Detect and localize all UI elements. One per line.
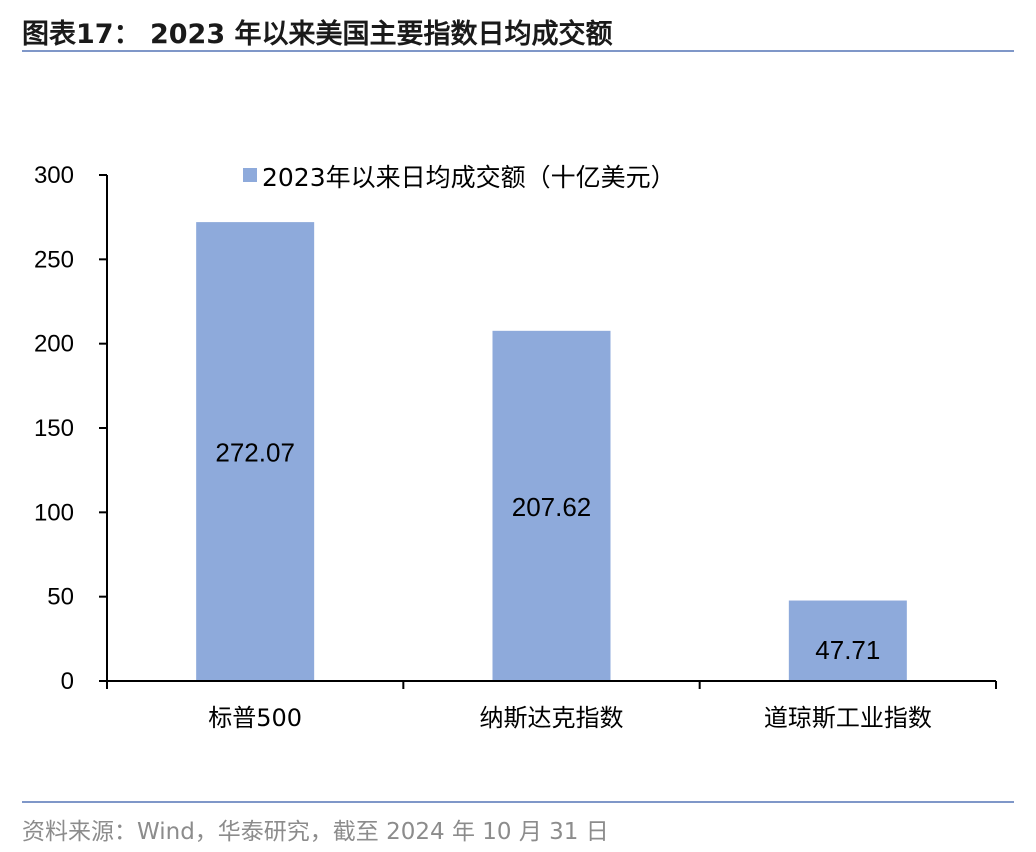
bar — [492, 330, 611, 681]
legend-swatch — [243, 168, 257, 182]
y-tick-label: 50 — [47, 584, 74, 611]
data-label: 272.07 — [215, 438, 295, 468]
source-note: 资料来源：Wind，华泰研究，截至 2024 年 10 月 31 日 — [22, 819, 609, 845]
title-divider — [22, 50, 1014, 52]
footer-divider — [22, 801, 1014, 803]
legend: 2023年以来日均成交额（十亿美元） — [243, 163, 676, 192]
data-label: 47.71 — [815, 635, 880, 665]
legend-label: 2023年以来日均成交额（十亿美元） — [262, 163, 676, 192]
y-tick-label: 0 — [61, 668, 74, 695]
category-label: 标普500 — [208, 704, 302, 732]
y-axis: 0 50 100 150 200 250 300 — [34, 162, 108, 695]
y-tick-label: 200 — [34, 331, 74, 358]
bar — [196, 222, 315, 682]
data-label: 207.62 — [512, 492, 592, 522]
bar-chart: 0 50 100 150 200 250 300 272.07 207.62 47.71 标普5… — [34, 162, 997, 732]
x-axis: 标普500 纳斯达克指数 道琼斯工业指数 — [106, 680, 997, 732]
y-tick-label: 100 — [34, 499, 74, 526]
y-tick-label: 150 — [34, 415, 74, 442]
y-tick-label: 250 — [34, 246, 74, 273]
bars: 272.07 207.62 47.71 — [196, 222, 907, 682]
y-tick-label: 300 — [34, 162, 74, 189]
page-title: 图表17： 2023 年以来美国主要指数日均成交额 — [22, 19, 613, 50]
category-label: 纳斯达克指数 — [480, 704, 624, 732]
bar — [788, 600, 907, 681]
category-label: 道琼斯工业指数 — [764, 704, 932, 732]
